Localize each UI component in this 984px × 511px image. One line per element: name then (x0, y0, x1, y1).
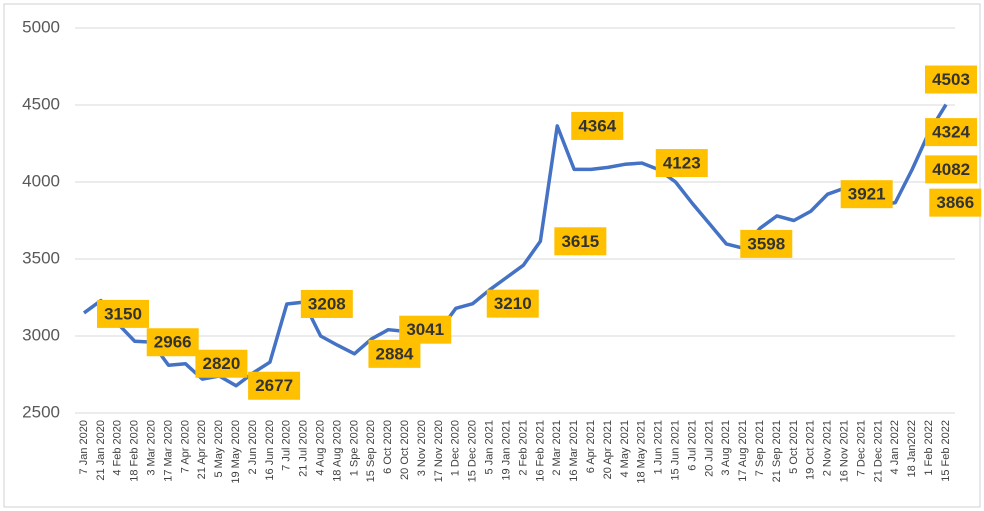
value-label: 4364 (578, 116, 616, 135)
value-label-box (248, 371, 301, 400)
y-tick-label: 2500 (22, 402, 60, 421)
x-tick-label: 19 Jan 2021 (500, 420, 512, 481)
value-label: 4324 (932, 123, 970, 142)
x-tick-label: 17 Aug 2021 (737, 420, 749, 482)
data-line (82, 103, 948, 388)
x-tick-label: 21 Apr 2020 (196, 420, 208, 479)
value-label-box (571, 111, 624, 140)
value-label: 2677 (255, 376, 293, 395)
x-tick-label: 6 Apr 2021 (585, 420, 597, 473)
value-label: 2966 (154, 333, 192, 352)
y-tick-label: 4500 (22, 94, 60, 113)
x-tick-label: 20 Apr 2021 (602, 420, 614, 479)
x-tick-label: 2 Mar 2021 (551, 420, 563, 476)
x-tick-label: 2 Feb 2021 (517, 420, 529, 476)
value-label-box (925, 65, 977, 94)
value-label: 3615 (561, 232, 599, 251)
x-tick-label: 15 Feb 2022 (940, 420, 952, 482)
value-label: 4082 (932, 160, 970, 179)
x-tick-label: 5 May 2020 (213, 420, 225, 477)
x-tick-label: 16 Jun 2020 (264, 420, 276, 481)
y-tick-label: 3000 (22, 325, 60, 344)
x-tick-label: 16 Nov 2021 (838, 420, 850, 482)
value-label-box (925, 155, 978, 184)
x-tick-label: 21 Jul 2020 (298, 420, 310, 477)
x-tick-label: 21 Dec 2021 (872, 420, 884, 482)
value-label-box (554, 227, 607, 256)
y-tick-label: 5000 (22, 17, 60, 36)
x-tick-label: 2 Jun 2020 (247, 420, 259, 474)
value-label: 3921 (848, 185, 886, 204)
x-tick-label: 20 Jul 2021 (703, 420, 715, 477)
chart-frame (3, 3, 981, 508)
x-tick-label: 7 Apr 2020 (179, 420, 191, 473)
x-tick-label: 15 Jun 2021 (669, 420, 681, 481)
x-tick-label: 1 Spe 2020 (348, 420, 360, 476)
x-tick-label: 1 Dec 2020 (450, 420, 462, 476)
value-label-box (146, 328, 199, 357)
x-tick-label: 2 Nov 2021 (822, 420, 834, 476)
x-tick-label: 16 Mar 2021 (568, 420, 580, 482)
value-label: 2820 (202, 354, 240, 373)
value-label: 2884 (376, 344, 414, 363)
x-tick-label: 15 Sep 2020 (365, 420, 377, 482)
x-tick-label: 3 Mar 2020 (146, 420, 158, 476)
x-tick-label: 7 Jan 2020 (78, 420, 90, 474)
value-label-box (486, 289, 539, 318)
value-label-box (97, 299, 149, 328)
x-tick-label: 5 Jan 2021 (484, 420, 496, 474)
x-tick-label: 3 Nov 2020 (416, 420, 428, 476)
x-tick-label: 16 Feb 2021 (534, 420, 546, 482)
x-tick-label: 5 Oct 2021 (788, 420, 800, 474)
x-tick-label: 4 Feb 2020 (112, 420, 124, 476)
x-tick-label: 19 May 2020 (230, 420, 242, 484)
x-tick-label: 15 Dec 2020 (467, 420, 479, 482)
x-tick-label: 4 Aug 2020 (315, 420, 327, 476)
value-label: 3210 (494, 294, 532, 313)
x-tick-label: 18 Feb 2020 (129, 420, 141, 482)
y-tick-label: 3500 (22, 248, 60, 267)
value-label-box (740, 229, 793, 258)
x-tick-label: 7 Sep 2021 (754, 420, 766, 476)
x-tick-label: 4 Jan 2022 (889, 420, 901, 474)
value-label: 4503 (932, 70, 970, 89)
value-label-box (399, 315, 452, 344)
x-tick-label: 19 Oct 2021 (805, 420, 817, 480)
x-tick-label: 1 Jun 2021 (653, 420, 665, 474)
value-label-box (655, 149, 708, 178)
x-tick-label: 21 Sep 2021 (771, 420, 783, 482)
x-tick-label: 21 Jan 2020 (95, 420, 107, 481)
x-tick-label: 1 Feb 2022 (923, 420, 935, 476)
value-label-box (925, 118, 978, 147)
x-tick-label: 20 Oct 2020 (399, 420, 411, 480)
value-label-box (195, 349, 248, 378)
x-tick-label: 6 Jul 2021 (686, 420, 698, 471)
x-tick-label: 17 Nov 2020 (433, 420, 445, 482)
value-label-box (840, 180, 893, 209)
value-label: 3150 (104, 304, 142, 323)
x-tick-label: 3 Aug 2021 (720, 420, 732, 476)
x-tick-label: 7 Dec 2021 (855, 420, 867, 476)
y-tick-label: 4000 (22, 171, 60, 190)
x-tick-label: 7 Jul 2020 (281, 420, 293, 471)
x-tick-label: 17 Mar 2020 (162, 420, 174, 482)
x-tick-label: 18 Jan2022 (906, 420, 918, 478)
value-label: 4123 (663, 154, 701, 173)
value-label-box (300, 289, 353, 318)
value-label-box (368, 339, 421, 368)
x-tick-label: 18 Aug 2020 (331, 420, 343, 482)
x-tick-label: 6 Oct 2020 (382, 420, 394, 474)
value-label: 3041 (406, 320, 444, 339)
value-label-box (929, 188, 982, 217)
value-label: 3598 (747, 234, 785, 253)
value-label: 3866 (936, 193, 974, 212)
x-tick-label: 4 May 2021 (619, 420, 631, 477)
value-label: 3208 (308, 294, 346, 313)
x-tick-label: 18 May 2021 (636, 420, 648, 484)
